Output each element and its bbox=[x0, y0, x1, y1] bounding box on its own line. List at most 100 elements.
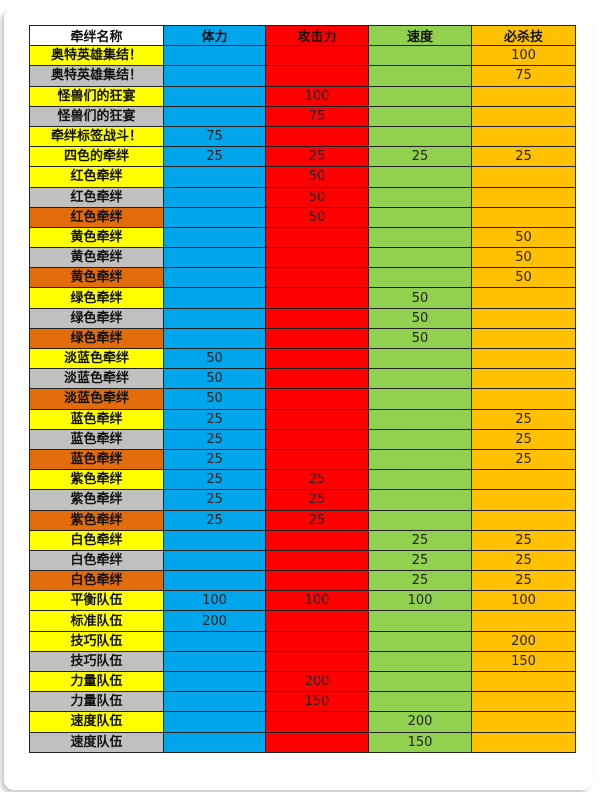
cell-hp: 25 bbox=[163, 408, 266, 430]
cell-name: 奥特英雄集结！ bbox=[29, 65, 164, 87]
cell-sp bbox=[471, 509, 576, 531]
cell-sp: 25 bbox=[471, 428, 576, 450]
cell-spd bbox=[368, 428, 472, 450]
cell-name: 白色牵绊 bbox=[29, 529, 164, 551]
cell-atk bbox=[265, 408, 369, 430]
cell-sp bbox=[471, 691, 576, 713]
cell-sp: 25 bbox=[471, 408, 576, 430]
table-row: 红色牵绊 50 bbox=[29, 186, 576, 208]
cell-sp: 25 bbox=[471, 570, 576, 592]
cell-atk bbox=[265, 428, 369, 450]
table-row: 黄色牵绊 50 bbox=[29, 247, 576, 269]
cell-hp bbox=[163, 549, 266, 572]
cell-sp bbox=[471, 287, 576, 309]
cell-spd: 25 bbox=[368, 529, 472, 551]
header-row: 牵绊名称 体力 攻击力 速度 必杀技 bbox=[29, 24, 576, 47]
cell-hp: 25 bbox=[163, 509, 266, 531]
cell-atk bbox=[265, 570, 369, 592]
cell-name: 怪兽们的狂宴 bbox=[29, 105, 164, 127]
cell-hp bbox=[163, 186, 266, 208]
cell-spd bbox=[368, 247, 472, 269]
table-row: 紫色牵绊 25 25 bbox=[29, 509, 576, 531]
cell-atk: 50 bbox=[265, 186, 369, 208]
table-row: 奥特英雄集结！ 75 bbox=[29, 65, 576, 87]
table-row: 红色牵绊 50 bbox=[29, 206, 576, 228]
cell-hp: 75 bbox=[163, 125, 266, 148]
cell-atk bbox=[265, 711, 369, 733]
cell-sp: 50 bbox=[471, 247, 576, 269]
cell-name: 四色的牵绊 bbox=[29, 146, 164, 168]
cell-spd bbox=[368, 650, 472, 673]
table-row: 怪兽们的狂宴 100 bbox=[29, 85, 576, 107]
cell-hp: 25 bbox=[163, 428, 266, 450]
cell-name: 力量队伍 bbox=[29, 670, 164, 693]
cell-sp bbox=[471, 206, 576, 228]
table-row: 紫色牵绊 25 25 bbox=[29, 489, 576, 511]
cell-spd bbox=[368, 630, 472, 652]
cell-name: 紫色牵绊 bbox=[29, 509, 164, 531]
cell-hp bbox=[163, 45, 266, 67]
cell-name: 技巧队伍 bbox=[29, 650, 164, 673]
cell-name: 技巧队伍 bbox=[29, 630, 164, 652]
cell-sp: 150 bbox=[471, 650, 576, 673]
cell-name: 蓝色牵绊 bbox=[29, 448, 164, 471]
header-spd: 速度 bbox=[368, 24, 472, 47]
cell-spd bbox=[368, 610, 472, 632]
cell-spd bbox=[368, 509, 472, 531]
cell-atk bbox=[265, 549, 369, 572]
header-atk: 攻击力 bbox=[265, 24, 369, 47]
cell-atk: 75 bbox=[265, 105, 369, 127]
table-row: 怪兽们的狂宴 75 bbox=[29, 105, 576, 127]
cell-hp bbox=[163, 670, 266, 693]
cell-hp: 25 bbox=[163, 469, 266, 491]
table-row: 紫色牵绊 25 25 bbox=[29, 469, 576, 491]
cell-sp: 100 bbox=[471, 590, 576, 612]
cell-name: 黄色牵绊 bbox=[29, 226, 164, 249]
cell-name: 绿色牵绊 bbox=[29, 307, 164, 329]
table-row: 力量队伍 150 bbox=[29, 691, 576, 713]
cell-spd: 100 bbox=[368, 590, 472, 612]
cell-hp bbox=[163, 691, 266, 713]
cell-hp: 50 bbox=[163, 347, 266, 370]
cell-atk: 150 bbox=[265, 691, 369, 713]
cell-spd bbox=[368, 448, 472, 471]
cell-hp bbox=[163, 650, 266, 673]
cell-atk bbox=[265, 388, 369, 410]
cell-atk: 200 bbox=[265, 670, 369, 693]
table-row: 蓝色牵绊 25 25 bbox=[29, 408, 576, 430]
cell-hp bbox=[163, 570, 266, 592]
table-row: 白色牵绊 25 25 bbox=[29, 570, 576, 592]
cell-hp bbox=[163, 630, 266, 652]
cell-sp bbox=[471, 307, 576, 329]
cell-sp bbox=[471, 368, 576, 390]
cell-spd bbox=[368, 226, 472, 249]
cell-name: 标准队伍 bbox=[29, 610, 164, 632]
cell-sp bbox=[471, 105, 576, 127]
table-row: 黄色牵绊 50 bbox=[29, 226, 576, 249]
cell-spd: 50 bbox=[368, 327, 472, 350]
cell-sp bbox=[471, 85, 576, 107]
cell-sp bbox=[471, 327, 576, 350]
cell-name: 速度队伍 bbox=[29, 711, 164, 733]
cell-name: 绿色牵绊 bbox=[29, 327, 164, 350]
cell-name: 紫色牵绊 bbox=[29, 489, 164, 511]
cell-hp bbox=[163, 247, 266, 269]
cell-spd bbox=[368, 105, 472, 127]
cell-name: 黄色牵绊 bbox=[29, 267, 164, 289]
header-name: 牵绊名称 bbox=[29, 24, 164, 47]
cell-sp: 100 bbox=[471, 45, 576, 67]
table-row: 速度队伍 150 bbox=[29, 731, 576, 753]
cell-name: 蓝色牵绊 bbox=[29, 408, 164, 430]
cell-atk bbox=[265, 226, 369, 249]
cell-spd bbox=[368, 489, 472, 511]
cell-name: 平衡队伍 bbox=[29, 590, 164, 612]
cell-sp bbox=[471, 469, 576, 491]
cell-atk: 25 bbox=[265, 146, 369, 168]
cell-spd: 25 bbox=[368, 146, 472, 168]
cell-atk bbox=[265, 448, 369, 471]
cell-atk: 100 bbox=[265, 85, 369, 107]
cell-name: 红色牵绊 bbox=[29, 166, 164, 188]
cell-sp: 25 bbox=[471, 549, 576, 572]
table-row: 白色牵绊 25 25 bbox=[29, 549, 576, 572]
cell-spd bbox=[368, 368, 472, 390]
